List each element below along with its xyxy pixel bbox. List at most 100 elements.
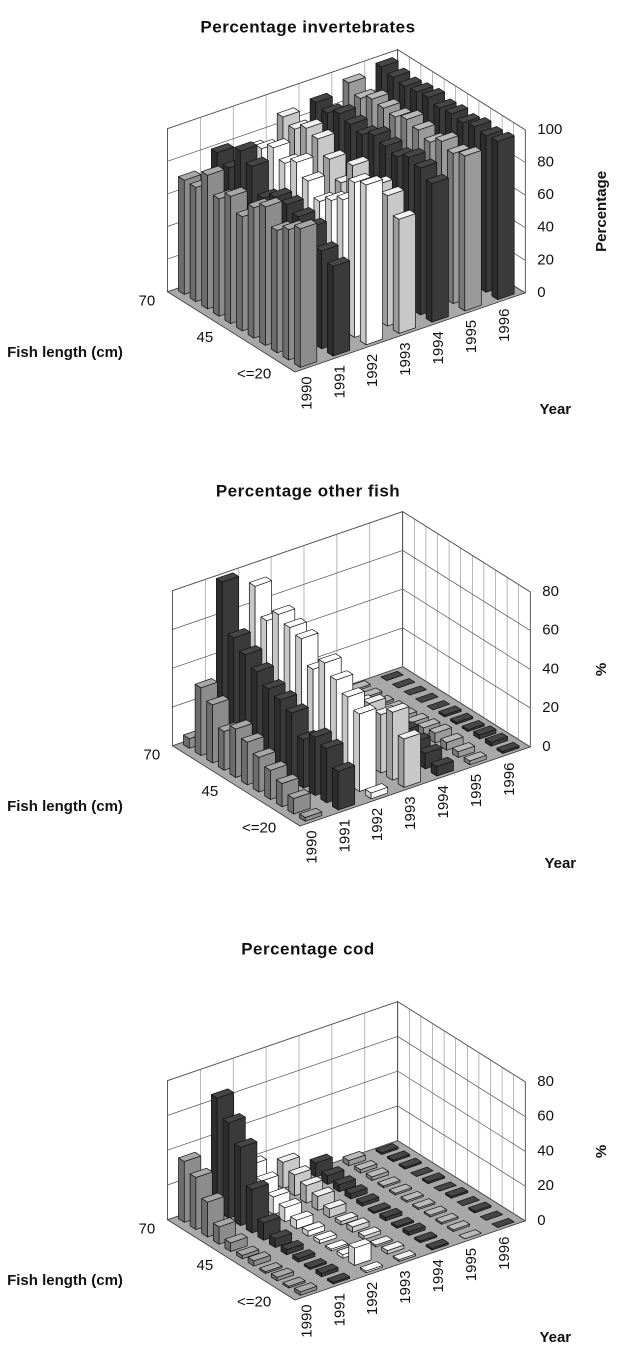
bar-top: [239, 645, 263, 656]
bar-top: [332, 1175, 356, 1186]
bar-top: [392, 1250, 416, 1261]
bar-top: [359, 1261, 383, 1272]
x-tick-label: 1992: [364, 354, 381, 387]
bar-top: [348, 1238, 372, 1249]
bar: [287, 788, 311, 815]
bar-top: [456, 113, 480, 124]
bar-top: [212, 1217, 236, 1228]
x-tick-label: 1994: [430, 1259, 447, 1292]
bar-top: [248, 576, 272, 587]
x-tick-label: 1996: [496, 1237, 513, 1270]
bar: [315, 1263, 339, 1278]
bar-top: [400, 1190, 424, 1201]
bar: [447, 1220, 471, 1232]
bar-top: [259, 1262, 283, 1273]
bar-top: [387, 1150, 411, 1161]
bar: [269, 1229, 293, 1248]
y-tick-label: 80: [537, 1073, 554, 1090]
bar-top: [250, 662, 274, 673]
bar-front: [337, 765, 356, 811]
bar-top: [354, 1160, 378, 1171]
z-tick-label: 70: [139, 1220, 156, 1237]
x-tick-label: 1994: [430, 331, 447, 364]
bar-top: [245, 1179, 269, 1190]
bar-top: [496, 741, 520, 752]
bar-top: [178, 1151, 202, 1162]
bar-side: [397, 735, 405, 788]
bar-top: [311, 129, 335, 140]
bar-top: [341, 687, 365, 698]
bar: [325, 1239, 349, 1252]
bar-top: [342, 73, 366, 84]
bar-top: [377, 1176, 401, 1187]
bar-front: [497, 135, 515, 300]
z-axis-label: Fish length (cm): [7, 344, 123, 361]
z-axis-label: Fish length (cm): [7, 1272, 123, 1289]
y-tick-label: 80: [537, 153, 554, 170]
bar-top: [318, 653, 342, 664]
bar-top: [447, 143, 471, 154]
bar-top: [301, 1221, 325, 1232]
bar-top: [269, 187, 293, 198]
bar-top: [421, 1172, 445, 1183]
bar-top: [227, 628, 251, 639]
bar-top: [323, 149, 347, 160]
bar: [452, 742, 476, 758]
bar-top: [194, 678, 218, 689]
bar-top: [365, 89, 389, 100]
bar-top: [257, 1213, 281, 1224]
bar-top: [224, 1233, 248, 1244]
bar: [479, 1210, 503, 1221]
bar: [346, 1217, 370, 1233]
bar-side: [217, 727, 225, 771]
bar-side: [252, 753, 260, 793]
bar-side: [229, 725, 237, 778]
x-tick-label: 1990: [303, 830, 320, 863]
bar: [397, 729, 421, 788]
bar-top: [438, 705, 462, 716]
bar: [496, 741, 520, 754]
bar-side: [241, 738, 248, 786]
bar-top: [206, 695, 230, 706]
bar-front: [359, 707, 377, 792]
bar: [430, 756, 454, 777]
bar-side: [224, 192, 232, 324]
bar: [278, 1198, 302, 1223]
bar: [364, 783, 388, 800]
bar-top: [435, 1212, 459, 1223]
bar: [332, 761, 356, 811]
bar-top: [280, 194, 304, 205]
chart-title: Percentage invertebrates: [200, 17, 415, 36]
bar-top: [458, 1229, 482, 1240]
z-tick-label: <=20: [237, 365, 271, 382]
bar: [236, 1245, 260, 1260]
x-tick-label: 1991: [331, 1293, 348, 1326]
bar-top: [303, 1258, 327, 1269]
x-tick-label: 1993: [402, 796, 419, 829]
bar-top: [358, 1226, 382, 1237]
grid-line: [167, 1036, 526, 1117]
bar-top: [222, 1113, 246, 1124]
bar: [403, 685, 427, 696]
bar-top: [389, 107, 413, 118]
bar-top: [295, 629, 319, 640]
bar: [440, 732, 464, 751]
bar: [282, 1276, 306, 1289]
bar-top: [389, 1183, 413, 1194]
grid-line: [167, 1001, 526, 1083]
bar: [365, 1167, 389, 1181]
bar-front: [398, 213, 416, 334]
bar: [473, 725, 497, 740]
bar-top: [375, 57, 399, 68]
bar: [398, 1157, 422, 1170]
bar-top: [300, 1176, 324, 1187]
bar: [359, 1261, 383, 1274]
bar-top: [342, 1150, 366, 1161]
bar-top: [390, 1216, 414, 1227]
bar-top: [346, 1217, 370, 1228]
x-tick-label: 1993: [397, 342, 414, 375]
bar-top: [414, 1231, 438, 1242]
bar-side: [392, 215, 400, 334]
